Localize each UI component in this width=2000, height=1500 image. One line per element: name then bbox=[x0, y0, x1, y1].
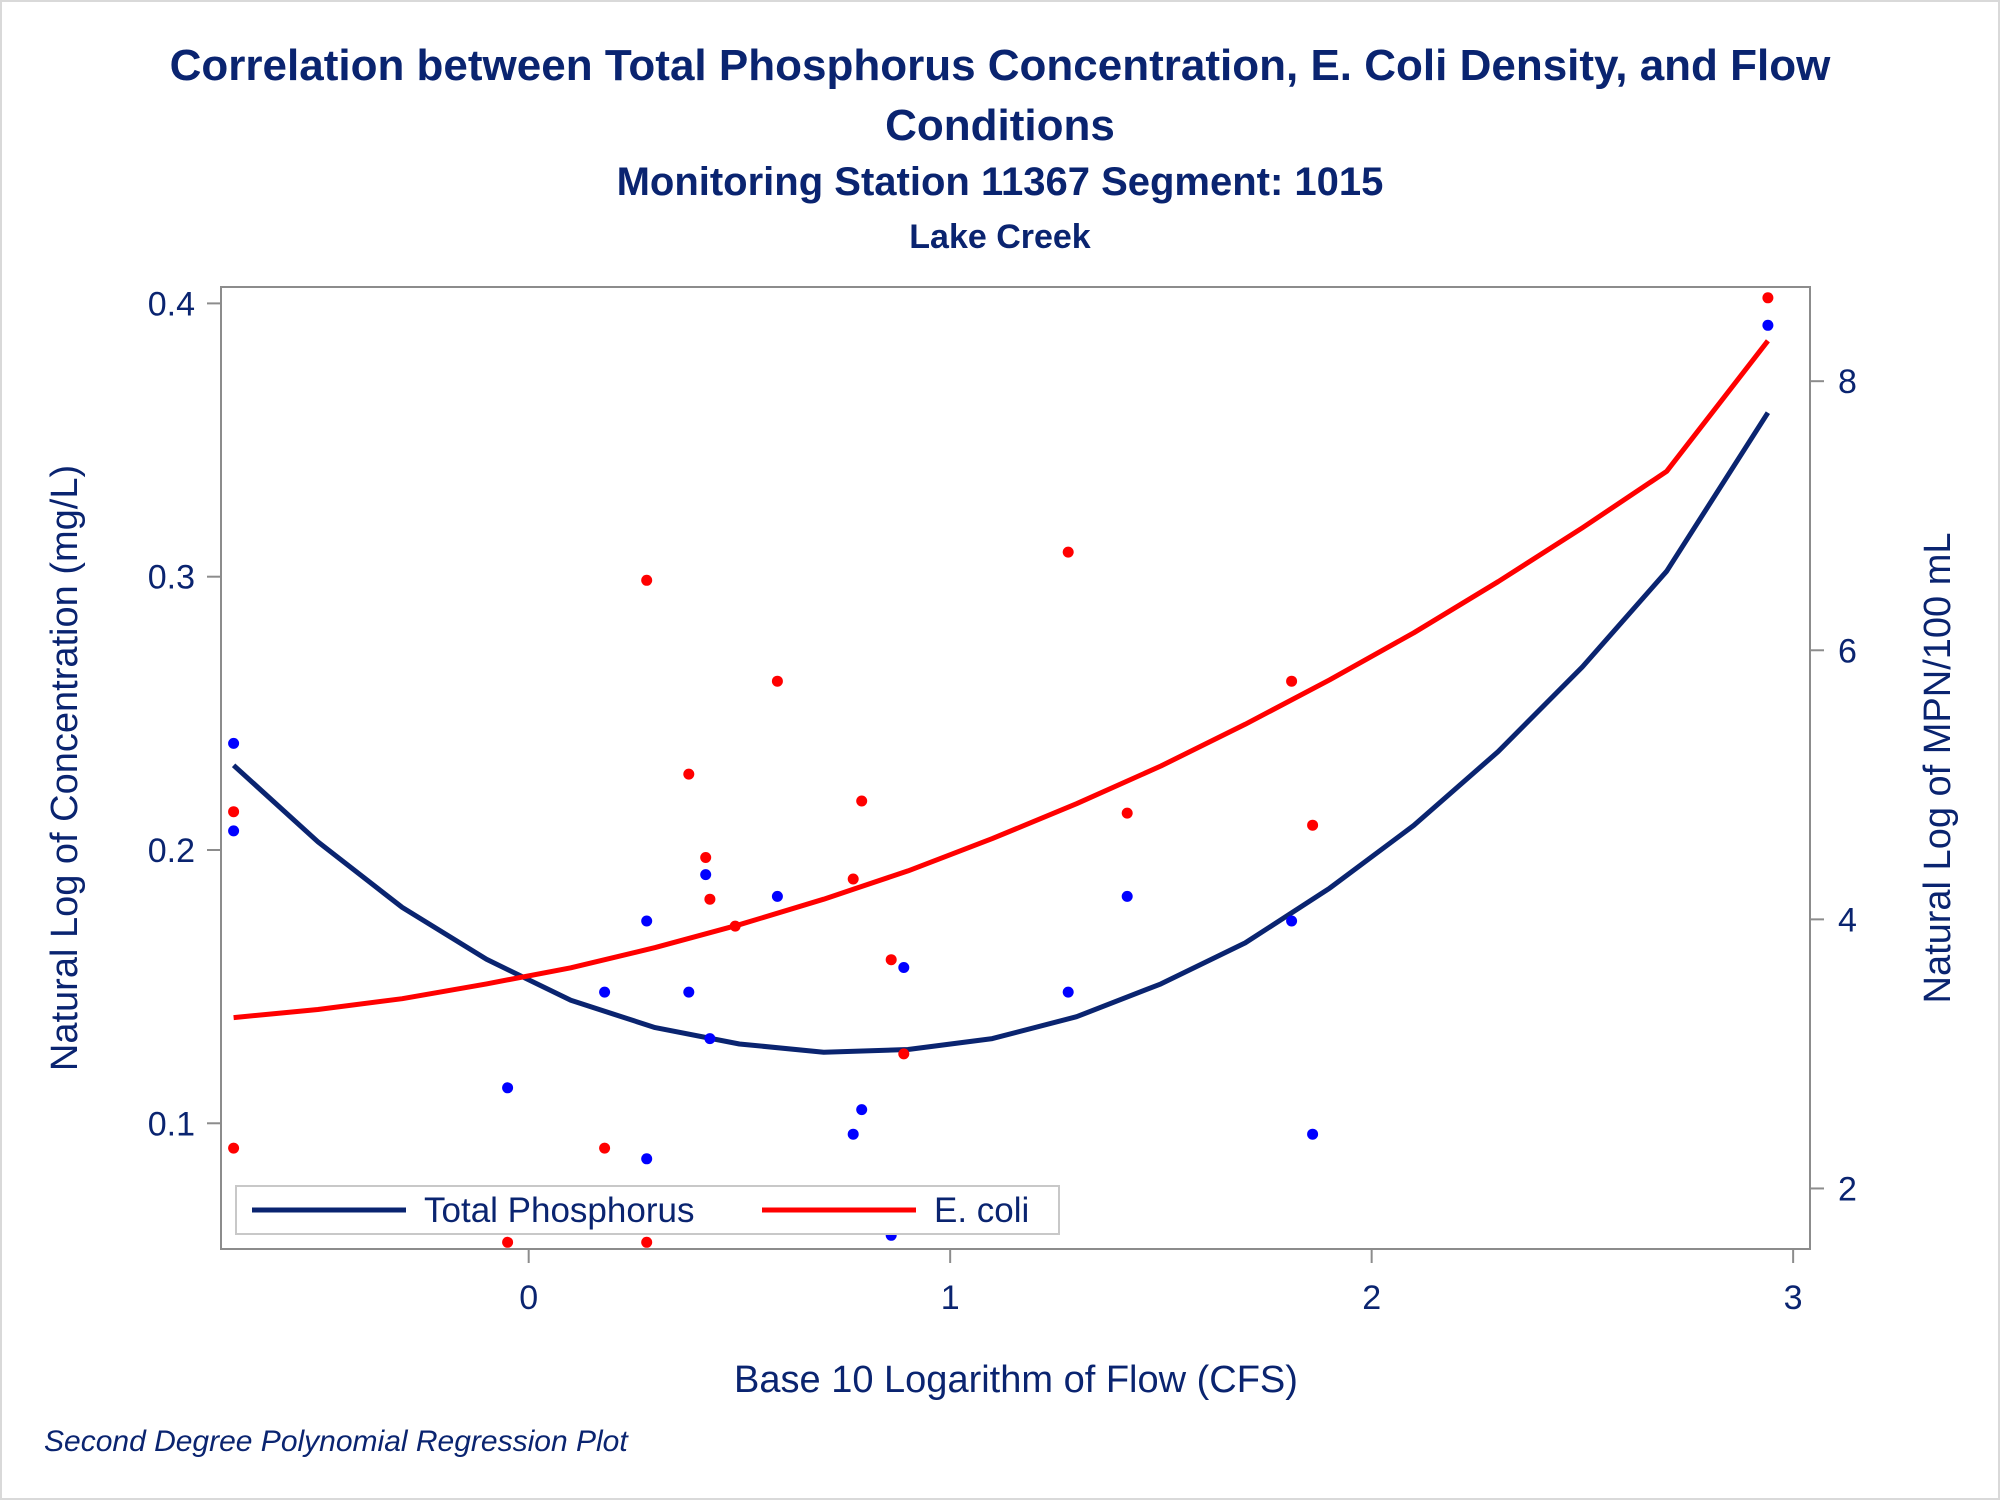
x-tick-label: 0 bbox=[519, 1279, 538, 1317]
data-point-phosphorus bbox=[847, 1128, 859, 1140]
data-point-ecoli bbox=[641, 1236, 653, 1248]
scatter-points bbox=[228, 292, 1774, 1248]
axis-ticks: 0 1 2 3 0.1 0.2 0.3 0.4 2 4 6 8 bbox=[148, 285, 1857, 1317]
y-left-tick-label: 0.2 bbox=[148, 832, 195, 870]
regression-curve-phosphorus bbox=[231, 411, 1771, 1055]
x-axis-label: Base 10 Logarithm of Flow (CFS) bbox=[734, 1359, 1298, 1401]
data-point-ecoli bbox=[898, 1048, 910, 1060]
regression-curve-ecoli bbox=[233, 339, 1770, 1021]
data-point-phosphorus bbox=[1307, 1128, 1319, 1140]
y-right-tick-label: 8 bbox=[1838, 363, 1857, 401]
y-right-tick-label: 6 bbox=[1838, 632, 1857, 670]
y-left-tick-label: 0.3 bbox=[148, 559, 195, 597]
y-axis-label-left: Natural Log of Concentration (mg/L) bbox=[44, 465, 86, 1071]
data-point-phosphorus bbox=[228, 737, 240, 749]
data-point-ecoli bbox=[729, 920, 741, 932]
data-point-phosphorus bbox=[228, 825, 240, 837]
x-tick-label: 1 bbox=[941, 1279, 960, 1317]
data-point-phosphorus bbox=[1762, 319, 1774, 331]
data-point-phosphorus bbox=[599, 986, 611, 998]
data-point-ecoli bbox=[771, 675, 783, 687]
data-point-phosphorus bbox=[898, 962, 910, 973]
data-point-phosphorus bbox=[683, 986, 695, 998]
data-point-ecoli bbox=[1286, 675, 1298, 687]
data-point-ecoli bbox=[847, 873, 859, 885]
footnote: Second Degree Polynomial Regression Plot bbox=[44, 1425, 628, 1458]
data-point-ecoli bbox=[885, 954, 897, 966]
title-line-2: Conditions bbox=[885, 101, 1115, 150]
title-line-1: Correlation between Total Phosphorus Con… bbox=[169, 41, 1831, 90]
data-point-ecoli bbox=[704, 893, 716, 905]
chart-title: Correlation between Total Phosphorus Con… bbox=[0, 36, 2000, 156]
chart-subtitle-2: Lake Creek bbox=[909, 218, 1091, 256]
data-point-phosphorus bbox=[641, 915, 653, 927]
data-point-phosphorus bbox=[771, 890, 783, 902]
legend-label-ecoli: E. coli bbox=[934, 1191, 1029, 1230]
y-axis-label-right: Natural Log of MPN/100 mL bbox=[1917, 532, 1959, 1003]
data-point-ecoli bbox=[1062, 546, 1074, 558]
data-point-phosphorus bbox=[641, 1153, 653, 1165]
regression-curves bbox=[231, 339, 1771, 1055]
data-point-ecoli bbox=[599, 1142, 611, 1154]
data-point-phosphorus bbox=[502, 1082, 514, 1094]
data-point-phosphorus bbox=[704, 1033, 716, 1045]
data-point-ecoli bbox=[1762, 292, 1774, 304]
data-point-ecoli bbox=[683, 768, 695, 780]
data-point-ecoli bbox=[228, 806, 240, 818]
data-point-ecoli bbox=[228, 1142, 240, 1154]
plot-area bbox=[220, 286, 1811, 1250]
y-right-tick-label: 2 bbox=[1838, 1170, 1857, 1208]
y-left-tick-label: 0.4 bbox=[148, 285, 195, 323]
x-tick-label: 2 bbox=[1362, 1279, 1381, 1317]
data-point-ecoli bbox=[1307, 819, 1319, 831]
legend-label-phosphorus: Total Phosphorus bbox=[424, 1191, 694, 1230]
legend: Total Phosphorus E. coli bbox=[235, 1185, 1060, 1235]
data-point-phosphorus bbox=[1121, 890, 1133, 902]
chart-subtitle: Monitoring Station 11367 Segment: 1015 bbox=[616, 160, 1384, 204]
data-point-ecoli bbox=[502, 1236, 514, 1248]
data-point-phosphorus bbox=[856, 1104, 868, 1116]
data-point-ecoli bbox=[700, 852, 712, 863]
x-tick-label: 3 bbox=[1784, 1279, 1803, 1317]
data-point-ecoli bbox=[856, 795, 868, 807]
data-point-phosphorus bbox=[700, 869, 712, 881]
data-point-ecoli bbox=[641, 574, 653, 586]
y-right-tick-label: 4 bbox=[1838, 901, 1857, 939]
data-point-ecoli bbox=[1121, 807, 1133, 819]
y-left-tick-label: 0.1 bbox=[148, 1105, 195, 1143]
data-point-phosphorus bbox=[1286, 915, 1298, 927]
data-point-phosphorus bbox=[1062, 986, 1074, 998]
